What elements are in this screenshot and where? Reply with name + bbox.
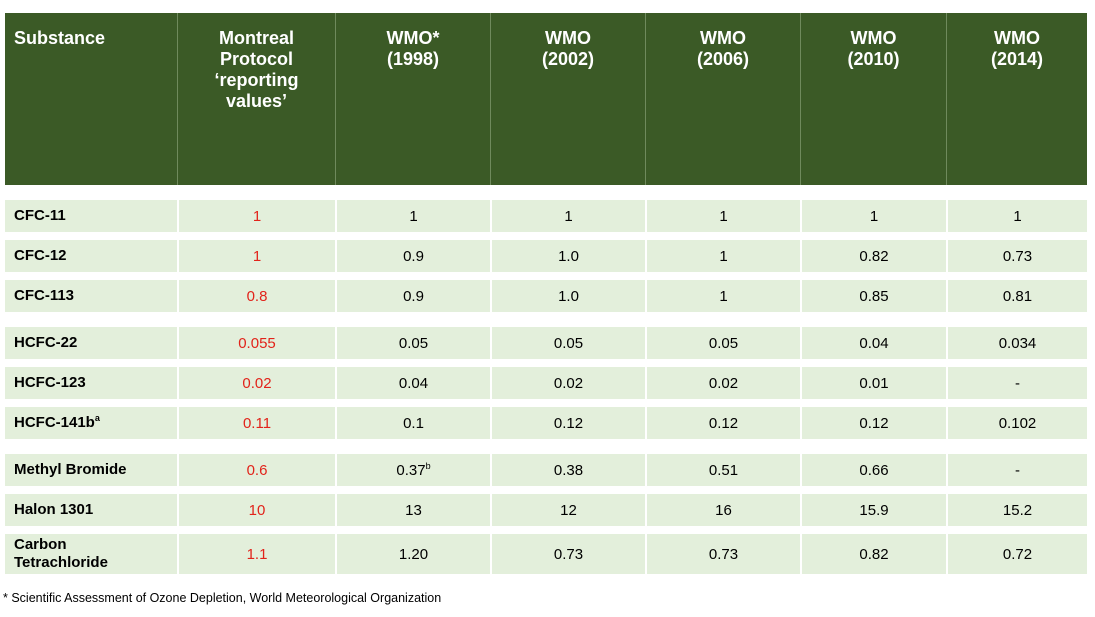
cell-wmo-2006: 0.12: [645, 407, 800, 439]
cell-montreal-protocol: 1.1: [177, 534, 335, 574]
cell-wmo-2002: 0.73: [490, 534, 645, 574]
cell-montreal-protocol: 0.02: [177, 367, 335, 399]
cell-substance: HCFC-141ba: [14, 413, 100, 432]
cell-wmo-2006: 16: [645, 494, 800, 526]
table-row: CFC-11 1 1 1 1 1 1: [5, 200, 1087, 240]
table-body: CFC-11 1 1 1 1 1 1 CFC-12 1 0.9 1.0 1 0.82 0.73 CFC-11…: [5, 200, 1087, 574]
cell-substance: CFC-113: [14, 287, 75, 304]
cell-wmo-2010: 0.12: [800, 407, 946, 439]
cell-wmo-2010: 1: [800, 200, 946, 232]
table-row: Halon 1301 10 13 12 16 15.9 15.2: [5, 494, 1087, 534]
cell-montreal-protocol: 1: [177, 200, 335, 232]
cell-wmo-2010: 0.04: [800, 327, 946, 359]
cell-wmo-2014: 0.81: [946, 280, 1087, 312]
cell-wmo-1998: 0.37b: [335, 454, 490, 486]
cell-montreal-protocol: 0.055: [177, 327, 335, 359]
cell-wmo-2014: -: [946, 367, 1087, 399]
cell-wmo-1998: 0.9: [335, 240, 490, 272]
cell-wmo-1998: 0.04: [335, 367, 490, 399]
table-row: HCFC-22 0.055 0.05 0.05 0.05 0.04 0.034: [5, 327, 1087, 367]
cell-wmo-1998: 0.1: [335, 407, 490, 439]
header-wmo-2014: WMO (2014): [946, 13, 1087, 185]
footnote-marker: a: [94, 413, 100, 423]
cell-montreal-protocol: 1: [177, 240, 335, 272]
table-row: CFC-113 0.8 0.9 1.0 1 0.85 0.81: [5, 280, 1087, 312]
cell-wmo-2006: 1: [645, 240, 800, 272]
cell-wmo-2014: 0.102: [946, 407, 1087, 439]
cell-montreal-protocol: 10: [177, 494, 335, 526]
cell-substance: Methyl Bromide: [14, 461, 127, 478]
cell-wmo-2010: 0.82: [800, 240, 946, 272]
cell-substance: CFC-12: [14, 247, 67, 264]
cell-wmo-2002: 1.0: [490, 240, 645, 272]
header-wmo-2006: WMO (2006): [645, 13, 800, 185]
cell-wmo-2010: 0.85: [800, 280, 946, 312]
cell-wmo-1998: 1: [335, 200, 490, 232]
header-substance: Substance: [14, 28, 106, 48]
cell-wmo-2002: 0.12: [490, 407, 645, 439]
cell-wmo-2014: 0.72: [946, 534, 1087, 574]
cell-wmo-2014: 15.2: [946, 494, 1087, 526]
header-wmo-2010: WMO (2010): [800, 13, 946, 185]
cell-wmo-2006: 0.73: [645, 534, 800, 574]
footnote-marker: b: [425, 460, 431, 471]
cell-wmo-2014: 1: [946, 200, 1087, 232]
table-row: Carbon Tetrachloride 1.1 1.20 0.73 0.73 0.82 0.…: [5, 534, 1087, 574]
cell-wmo-2010: 15.9: [800, 494, 946, 526]
cell-wmo-2006: 0.51: [645, 454, 800, 486]
cell-montreal-protocol: 0.8: [177, 280, 335, 312]
cell-wmo-2002: 12: [490, 494, 645, 526]
footnote: * Scientific Assessment of Ozone Depleti…: [3, 591, 442, 605]
cell-wmo-2014: 0.034: [946, 327, 1087, 359]
cell-substance: Halon 1301: [14, 501, 94, 518]
header-wmo-1998: WMO* (1998): [335, 13, 490, 185]
cell-wmo-2006: 1: [645, 200, 800, 232]
header-montreal-protocol: Montreal Protocol ‘reporting values’: [177, 13, 335, 185]
cell-wmo-1998: 0.05: [335, 327, 490, 359]
cell-wmo-2010: 0.66: [800, 454, 946, 486]
table-row: Methyl Bromide 0.6 0.37b 0.38 0.51 0.66-: [5, 454, 1087, 494]
cell-wmo-2010: 0.82: [800, 534, 946, 574]
table-header: Substance Montreal Protocol ‘reporting valu…: [5, 13, 1087, 185]
cell-wmo-1998: 13: [335, 494, 490, 526]
cell-substance: CFC-11: [14, 207, 66, 224]
table-row: CFC-12 1 0.9 1.0 1 0.82 0.73: [5, 240, 1087, 280]
ods-table: Substance Montreal Protocol ‘reporting valu…: [5, 13, 1087, 574]
table-row: HCFC-123 0.02 0.04 0.02 0.02 0.01-: [5, 367, 1087, 407]
cell-wmo-2006: 1: [645, 280, 800, 312]
cell-wmo-2006: 0.05: [645, 327, 800, 359]
cell-wmo-2002: 0.38: [490, 454, 645, 486]
cell-wmo-2014: -: [946, 454, 1087, 486]
header-wmo-2002: WMO (2002): [490, 13, 645, 185]
cell-montreal-protocol: 0.6: [177, 454, 335, 486]
cell-wmo-2002: 1.0: [490, 280, 645, 312]
cell-wmo-1998: 0.9: [335, 280, 490, 312]
cell-wmo-2014: 0.73: [946, 240, 1087, 272]
cell-substance: Carbon Tetrachloride: [14, 536, 108, 571]
cell-wmo-2002: 0.02: [490, 367, 645, 399]
cell-montreal-protocol: 0.11: [177, 407, 335, 439]
table-row: HCFC-141ba 0.11 0.1 0.12 0.12 0.12 0.102: [5, 407, 1087, 439]
cell-wmo-2002: 1: [490, 200, 645, 232]
cell-wmo-2002: 0.05: [490, 327, 645, 359]
cell-substance: HCFC-123: [14, 374, 86, 391]
cell-wmo-1998: 1.20: [335, 534, 490, 574]
cell-wmo-2006: 0.02: [645, 367, 800, 399]
cell-substance: HCFC-22: [14, 334, 78, 351]
cell-wmo-2010: 0.01: [800, 367, 946, 399]
